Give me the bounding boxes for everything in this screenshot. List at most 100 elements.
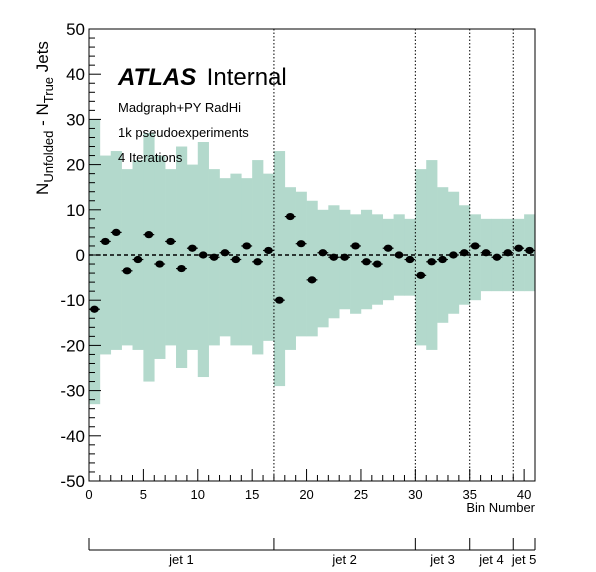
data-points xyxy=(89,212,535,313)
band-bin xyxy=(176,146,188,368)
data-point xyxy=(339,253,351,261)
data-point xyxy=(480,249,492,257)
band-bin xyxy=(110,151,122,350)
y-tick-label: -20 xyxy=(60,336,85,355)
band-bin xyxy=(350,214,362,314)
band-bin xyxy=(241,178,253,346)
data-point xyxy=(360,258,372,266)
data-point xyxy=(382,244,394,252)
band-bin xyxy=(219,178,231,337)
band-bin xyxy=(252,160,264,355)
band-bin xyxy=(273,151,286,387)
jet-group-label: jet 3 xyxy=(429,552,455,567)
band-bin xyxy=(263,173,275,341)
data-point xyxy=(371,260,383,268)
band-bin xyxy=(371,214,384,305)
atlas-label: ATLAS Internal xyxy=(117,64,287,91)
band-bin xyxy=(306,200,318,337)
atlas-label-bold: ATLAS xyxy=(117,64,196,91)
band-bin xyxy=(186,164,199,350)
x-tick-label: 15 xyxy=(245,487,259,502)
atlas-label-internal: Internal xyxy=(207,64,287,91)
data-point xyxy=(513,244,525,252)
annotation-generator: Madgraph+PY RadHi xyxy=(118,100,241,115)
data-point xyxy=(230,255,242,264)
data-point xyxy=(263,246,274,255)
data-point xyxy=(219,249,231,257)
data-point xyxy=(502,249,514,257)
band-bin xyxy=(165,169,177,346)
annotation-iterations: 4 Iterations xyxy=(118,150,183,165)
band-bin xyxy=(317,209,329,328)
band-bin xyxy=(154,155,166,359)
band-bin xyxy=(295,191,307,337)
x-tick-label: 10 xyxy=(191,487,205,502)
data-point xyxy=(186,244,198,252)
band-bin xyxy=(415,169,427,346)
data-point xyxy=(121,267,133,275)
band-bin xyxy=(469,214,481,301)
data-point xyxy=(99,237,111,246)
y-tick-label: -50 xyxy=(60,472,85,491)
band-bin xyxy=(426,160,438,350)
y-tick-label: -40 xyxy=(60,427,85,446)
data-point xyxy=(437,255,448,264)
data-point xyxy=(295,240,307,248)
y-tick-label: -10 xyxy=(60,291,85,310)
band-bin xyxy=(197,142,209,378)
y-axis: -50 -40 -30 -20 -10 0 10 20 30 40 50 xyxy=(60,20,101,491)
data-point xyxy=(110,228,122,236)
y-tick-label: 30 xyxy=(66,110,85,129)
x-axis-label: Bin Number xyxy=(466,500,535,515)
data-point xyxy=(208,253,220,261)
data-point xyxy=(306,276,318,284)
data-point xyxy=(393,251,405,259)
data-point xyxy=(284,212,296,221)
annotation-pseudoexperiments: 1k pseudoexperiments xyxy=(118,125,249,140)
y-tick-label: 50 xyxy=(66,20,85,39)
jet-group-label: jet 5 xyxy=(511,552,537,567)
x-tick-label: 30 xyxy=(408,487,422,502)
data-point xyxy=(491,253,503,261)
data-point xyxy=(469,242,481,250)
band-bin xyxy=(143,132,155,382)
data-point xyxy=(426,258,438,266)
jet-group-label: jet 1 xyxy=(168,552,194,567)
x-axis: 0 5 10 15 20 25 30 35 40 xyxy=(85,469,536,502)
data-point xyxy=(448,251,459,259)
data-point xyxy=(458,249,470,257)
y-tick-label: 20 xyxy=(66,156,85,175)
data-point xyxy=(273,296,285,304)
data-point xyxy=(176,264,187,273)
y-tick-label: 10 xyxy=(66,201,85,220)
data-point xyxy=(404,255,416,264)
data-point xyxy=(328,253,340,261)
band-bin xyxy=(382,218,394,301)
band-bin xyxy=(121,169,133,346)
data-point xyxy=(415,271,427,279)
y-tick-label: 0 xyxy=(76,246,85,265)
data-point xyxy=(350,242,361,250)
data-point xyxy=(197,251,209,259)
data-point xyxy=(132,255,144,264)
x-tick-label: 25 xyxy=(354,487,368,502)
x-tick-label: 40 xyxy=(517,487,531,502)
x-tick-label: 35 xyxy=(462,487,476,502)
x-tick-label: 0 xyxy=(85,487,92,502)
data-point xyxy=(317,249,329,257)
jet-group-label: jet 4 xyxy=(478,552,504,567)
jet-group-axis: jet 1 jet 2 jet 3 jet 4 jet 5 xyxy=(88,538,537,567)
data-point xyxy=(143,231,155,239)
band-bin xyxy=(89,119,101,405)
x-tick-label: 20 xyxy=(299,487,313,502)
data-point xyxy=(154,260,166,268)
data-point xyxy=(524,246,535,255)
data-point xyxy=(241,242,253,250)
band-bin xyxy=(284,187,296,350)
band-bin xyxy=(328,205,340,319)
data-point xyxy=(165,237,176,246)
y-tick-label: 40 xyxy=(66,65,85,84)
x-tick-label: 5 xyxy=(140,487,147,502)
data-point xyxy=(252,258,264,266)
